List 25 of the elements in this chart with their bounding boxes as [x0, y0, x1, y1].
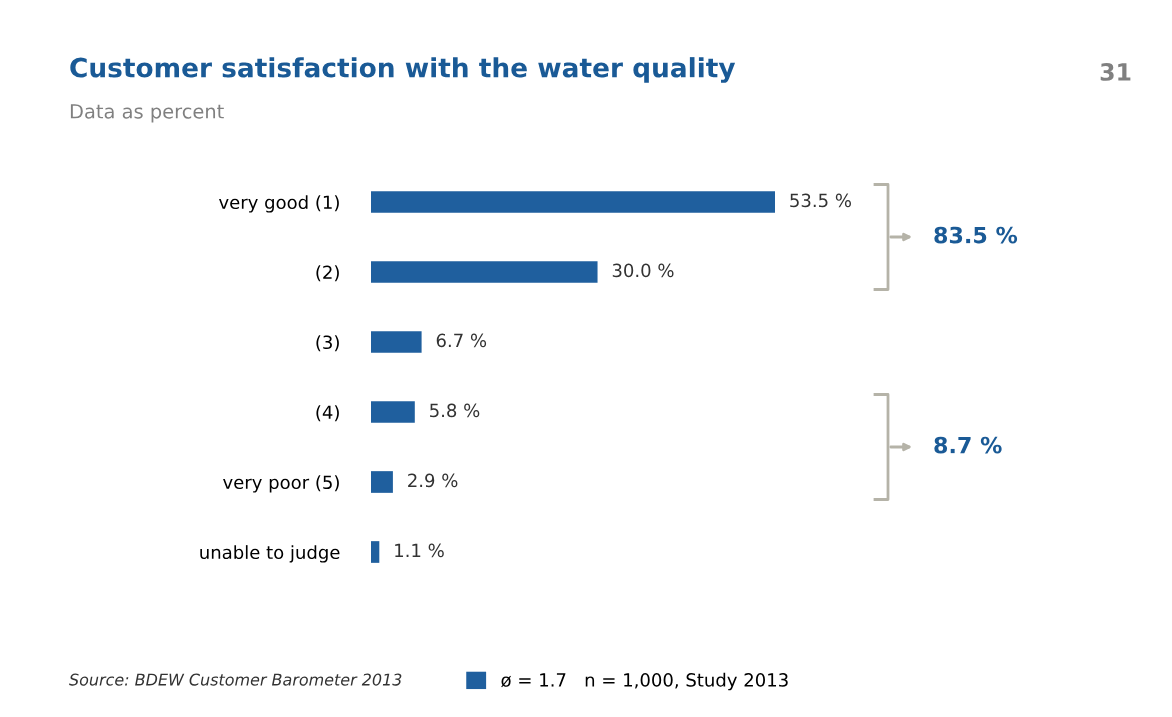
bar: [371, 541, 380, 563]
y-tick-label: very poor (5): [223, 475, 339, 493]
bar: [371, 471, 393, 493]
data-label: 5.8 %: [430, 403, 480, 418]
y-tick-label: (3): [316, 335, 339, 352]
text: 83.5 %: [934, 226, 1018, 244]
y-tick-label: unable to judge: [200, 545, 340, 563]
y-tick-label: (2): [316, 265, 339, 282]
bar: [371, 191, 775, 213]
data-label: 30.0 %: [612, 263, 674, 278]
y-tick-label: very good (1): [219, 195, 339, 213]
legend-label: ø = 1.7 n = 1,000, Study 2013: [501, 672, 788, 691]
source-note: Source: BDEW Customer Barometer 2013: [69, 673, 402, 686]
data-label: 2.9 %: [408, 473, 458, 488]
chart-title: Customer satisfaction with the water quality: [70, 57, 736, 83]
text: 8.7 %: [934, 436, 1002, 454]
bar: [371, 401, 415, 423]
bar: [371, 331, 422, 353]
y-tick-label: (4): [316, 405, 339, 422]
text: 31: [1100, 62, 1131, 81]
text: Data as percent: [70, 104, 224, 123]
data-label: 1.1 %: [395, 543, 444, 558]
data-label: 53.5 %: [790, 193, 851, 208]
data-label: 6.7 %: [436, 333, 487, 348]
bar: [371, 261, 598, 283]
